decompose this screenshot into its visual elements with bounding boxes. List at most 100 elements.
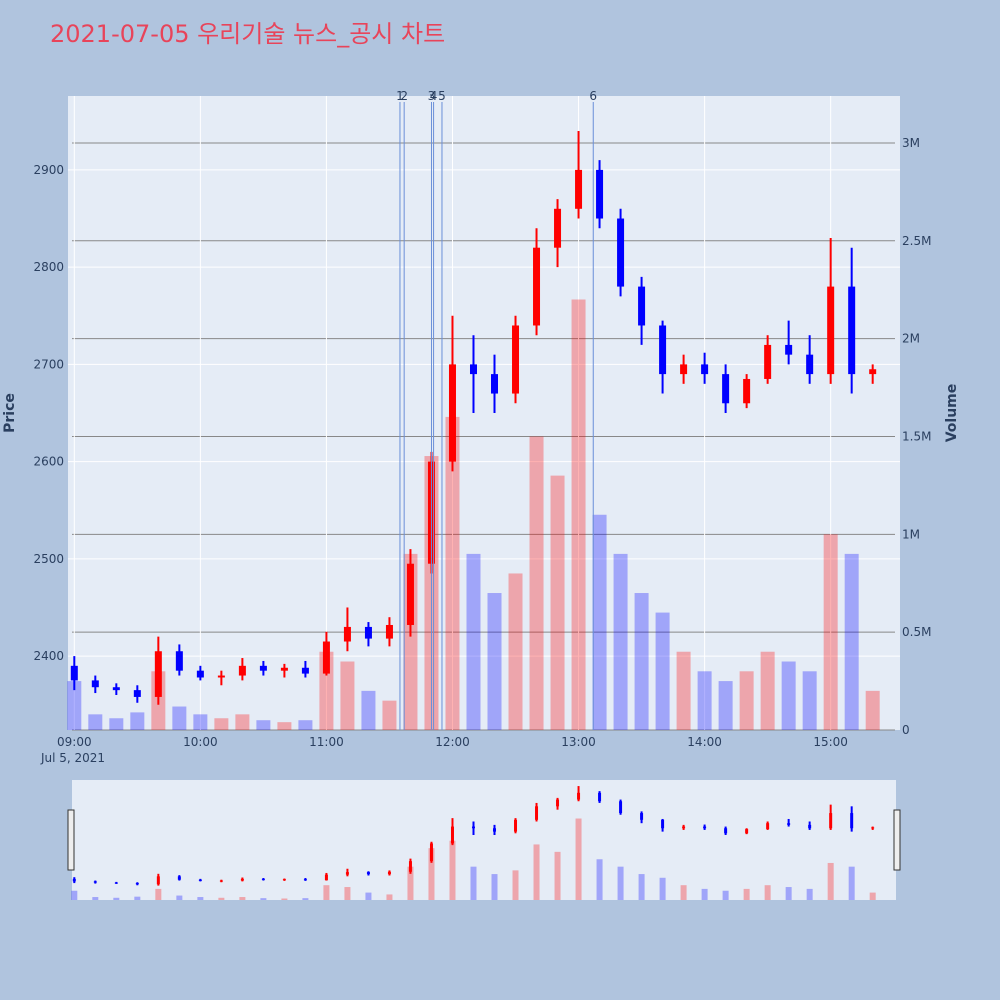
candle-body bbox=[91, 680, 99, 688]
candle-body bbox=[156, 876, 160, 885]
volume-bar bbox=[67, 681, 82, 730]
volume-bar bbox=[508, 573, 523, 730]
candle-body bbox=[408, 861, 412, 872]
candle-body bbox=[175, 651, 183, 671]
volume-bar bbox=[197, 897, 204, 900]
candle-body bbox=[198, 879, 202, 881]
volume-bar bbox=[386, 894, 393, 900]
volume-bar bbox=[634, 593, 649, 730]
candle-body bbox=[133, 690, 141, 697]
volume-bar bbox=[844, 553, 859, 730]
candle-body bbox=[701, 364, 709, 375]
candle-body bbox=[303, 879, 307, 881]
volume-bar bbox=[109, 718, 124, 730]
volume-bar bbox=[571, 299, 586, 730]
candle-body bbox=[387, 871, 391, 875]
candle-body bbox=[722, 374, 730, 404]
candle-body bbox=[787, 823, 791, 825]
x-tick-label: 09:00 bbox=[57, 735, 92, 749]
candle-body bbox=[259, 665, 267, 671]
volume-bar bbox=[533, 844, 540, 900]
annotation-label: 2 bbox=[400, 89, 408, 103]
slider-handle[interactable] bbox=[893, 809, 901, 871]
volume-bar bbox=[344, 887, 351, 900]
y-tick-label: 2800 bbox=[33, 260, 64, 274]
x-date-label: Jul 5, 2021 bbox=[40, 751, 105, 765]
volume-bar bbox=[764, 885, 771, 900]
candle-body bbox=[743, 378, 751, 404]
volume-bar bbox=[365, 892, 372, 900]
y2-tick-label: 0 bbox=[902, 723, 910, 737]
volume-bar bbox=[281, 898, 288, 900]
chart-title: 2021-07-05 우리기술 뉴스_공시 차트 bbox=[50, 20, 445, 48]
y-tick-label: 2900 bbox=[33, 163, 64, 177]
y-tick-label: 2600 bbox=[33, 455, 64, 469]
candle-body bbox=[724, 828, 728, 834]
candle-body bbox=[680, 364, 688, 375]
volume-bar bbox=[554, 851, 561, 900]
volume-bar bbox=[445, 416, 460, 730]
candle-body bbox=[364, 626, 372, 639]
candle-body bbox=[177, 876, 181, 880]
volume-bar bbox=[823, 534, 838, 730]
volume-bar bbox=[701, 888, 708, 900]
candle-body bbox=[135, 883, 139, 885]
candle-body bbox=[533, 247, 541, 326]
candle-body bbox=[575, 169, 583, 209]
volume-bar bbox=[113, 897, 120, 900]
volume-bar bbox=[869, 892, 876, 900]
x-tick-label: 14:00 bbox=[687, 735, 722, 749]
candle-body bbox=[219, 880, 223, 882]
candle-body bbox=[850, 813, 854, 829]
volume-bar bbox=[71, 890, 78, 900]
volume-bar bbox=[298, 720, 313, 730]
candle-body bbox=[659, 325, 667, 375]
candle-body bbox=[808, 824, 812, 829]
volume-bar bbox=[596, 859, 603, 900]
volume-bar bbox=[88, 714, 103, 730]
volume-bar bbox=[592, 514, 607, 730]
candle-body bbox=[869, 369, 877, 375]
candle-body bbox=[491, 374, 499, 394]
candle-body bbox=[72, 878, 76, 882]
y2-axis-title: Volume bbox=[944, 384, 960, 443]
volume-bar bbox=[428, 848, 435, 900]
volume-bar bbox=[512, 870, 519, 900]
candle-body bbox=[577, 792, 581, 800]
volume-bar bbox=[323, 885, 330, 900]
volume-bar bbox=[407, 866, 414, 900]
candle-body bbox=[406, 563, 414, 625]
candle-body bbox=[93, 881, 97, 883]
candle-body bbox=[450, 826, 454, 844]
range-slider bbox=[72, 780, 896, 900]
y-tick-label: 2500 bbox=[33, 552, 64, 566]
candle-body bbox=[238, 665, 246, 676]
x-tick-label: 15:00 bbox=[813, 735, 848, 749]
candle-body bbox=[471, 826, 475, 829]
candle-body bbox=[280, 667, 288, 671]
volume-bar bbox=[613, 553, 628, 730]
slider-handle[interactable] bbox=[67, 809, 75, 871]
volume-bar bbox=[340, 661, 355, 730]
volume-bar bbox=[218, 897, 225, 900]
candle-body bbox=[661, 819, 665, 829]
volume-bar bbox=[739, 671, 754, 730]
candle-body bbox=[617, 218, 625, 287]
candle-body bbox=[806, 354, 814, 375]
candle-body bbox=[554, 208, 562, 248]
candle-body bbox=[493, 828, 497, 832]
x-tick-label: 13:00 bbox=[561, 735, 596, 749]
annotation-label: 4 bbox=[430, 89, 438, 103]
candle-body bbox=[596, 169, 604, 219]
volume-bar bbox=[785, 887, 792, 900]
candle-body bbox=[535, 806, 539, 820]
candle-body bbox=[70, 665, 78, 681]
volume-bar bbox=[487, 593, 502, 730]
volume-bar bbox=[865, 690, 880, 730]
plot-area bbox=[68, 96, 900, 730]
volume-bar bbox=[155, 888, 162, 900]
candle-body bbox=[324, 874, 328, 881]
volume-bar bbox=[134, 896, 141, 900]
volume-bar bbox=[176, 895, 183, 900]
